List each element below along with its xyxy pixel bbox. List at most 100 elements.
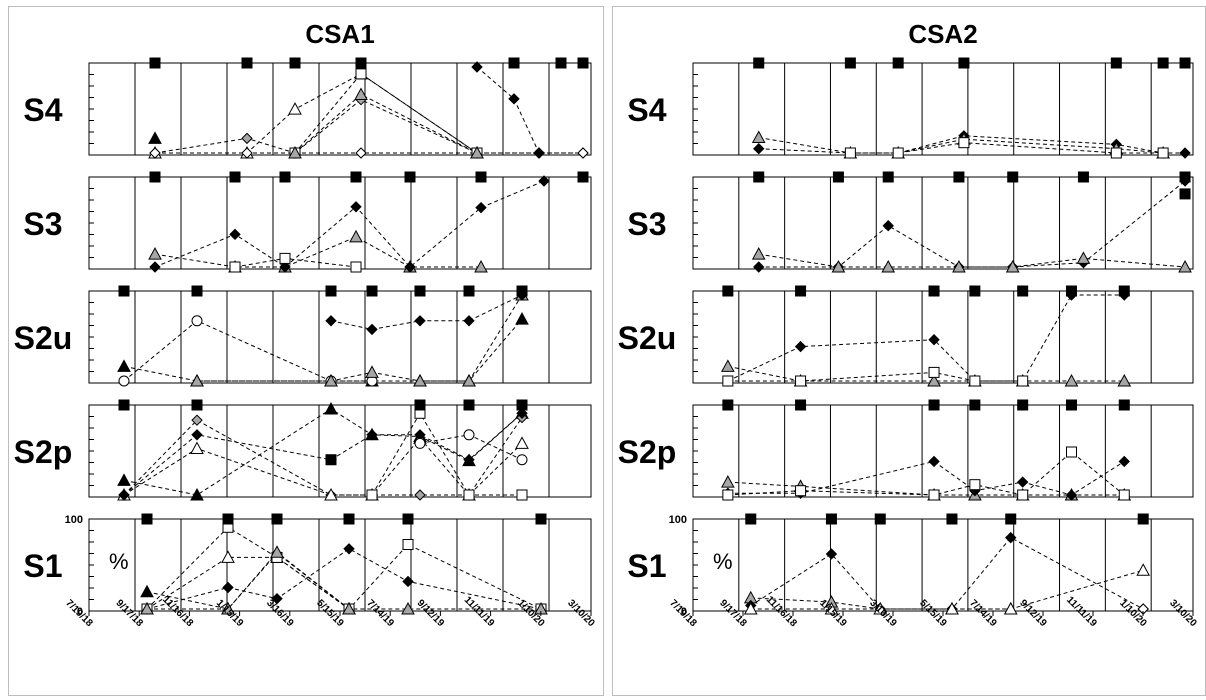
top-square-marker (229, 171, 241, 183)
top-square-marker (844, 57, 856, 69)
data-point (279, 252, 291, 264)
series-line (197, 294, 523, 382)
unit-label: % (109, 549, 129, 574)
data-point (270, 545, 284, 558)
top-square-marker (795, 399, 807, 411)
data-point (349, 229, 363, 243)
data-point (1136, 563, 1151, 576)
top-square-marker (722, 399, 734, 411)
data-point (271, 592, 283, 605)
series-line (146, 552, 350, 610)
data-point (325, 315, 337, 327)
top-square-marker (355, 57, 367, 69)
data-point (190, 373, 204, 387)
top-square-marker (577, 171, 589, 183)
data-point (343, 543, 355, 555)
data-point (721, 475, 735, 488)
data-point (117, 473, 131, 486)
top-square-marker (475, 171, 487, 183)
top-square-marker (343, 513, 355, 525)
subplot-frame (88, 62, 592, 156)
subplot-s4: S4 (23, 57, 592, 159)
data-point (366, 429, 378, 441)
data-point (325, 454, 337, 466)
data-point (149, 147, 161, 159)
top-square-marker (753, 171, 765, 183)
top-square-marker (1017, 399, 1029, 411)
series-line (294, 93, 478, 154)
subplot-s4: S4 (627, 57, 1194, 159)
y-tick-label: 100 (65, 514, 83, 526)
data-point (324, 487, 338, 501)
data-point (722, 375, 734, 387)
top-square-marker (118, 285, 130, 297)
data-point (474, 259, 488, 273)
top-square-marker (1118, 285, 1130, 297)
data-point (149, 261, 161, 273)
data-point (1178, 259, 1192, 273)
data-point (350, 201, 362, 213)
data-point (117, 359, 131, 372)
subplot-label: S2p (14, 434, 73, 470)
top-square-marker (516, 285, 528, 297)
top-square-marker (508, 57, 520, 69)
data-point (958, 137, 970, 149)
unit-label: % (713, 549, 733, 574)
series-line (146, 526, 542, 610)
top-square-marker (402, 513, 414, 525)
subplot-s2u: S2u (618, 285, 1194, 387)
top-square-marker (928, 399, 940, 411)
data-point (413, 373, 427, 387)
data-point (753, 261, 765, 273)
data-point (402, 539, 414, 550)
data-point (241, 147, 253, 159)
data-point (722, 489, 734, 501)
data-point (516, 407, 528, 420)
top-square-marker (118, 399, 130, 411)
data-point (279, 261, 291, 273)
data-point (471, 61, 483, 73)
data-point (825, 548, 838, 560)
top-square-marker (1179, 57, 1191, 69)
data-point (350, 261, 362, 273)
top-square-marker (969, 285, 981, 297)
subplot-frame (88, 176, 592, 270)
top-square-marker (1137, 513, 1149, 525)
data-point (892, 147, 904, 159)
data-point (928, 366, 940, 378)
data-point (928, 334, 940, 346)
top-square-marker (1157, 57, 1169, 69)
data-point (928, 489, 940, 501)
top-square-marker (414, 285, 426, 297)
subplot-frame (692, 404, 1194, 498)
data-point (414, 489, 426, 501)
data-point (873, 601, 888, 615)
top-square-marker (1065, 399, 1077, 411)
subplot-label: S1 (23, 548, 62, 584)
data-point (1064, 373, 1079, 387)
subplot-s2u: S2u (14, 285, 592, 387)
series-line (750, 536, 1144, 610)
top-square-marker (191, 399, 203, 411)
data-point (366, 323, 378, 336)
data-point (831, 259, 846, 273)
y-tick-label: 0 (77, 606, 83, 618)
series-line (154, 236, 481, 268)
data-point (191, 414, 203, 426)
data-point (191, 315, 203, 327)
data-point (342, 601, 356, 615)
data-point (354, 87, 368, 101)
top-square-marker (350, 171, 362, 183)
data-point (969, 479, 981, 491)
data-point (1179, 188, 1191, 200)
data-point (795, 375, 807, 387)
subplot-label: S2p (618, 434, 677, 470)
panel-title: CSA2 (908, 19, 977, 49)
top-square-marker (1179, 171, 1191, 183)
data-point (140, 601, 154, 615)
top-square-marker (1110, 57, 1122, 69)
data-point (824, 601, 839, 615)
top-square-marker (222, 513, 234, 525)
